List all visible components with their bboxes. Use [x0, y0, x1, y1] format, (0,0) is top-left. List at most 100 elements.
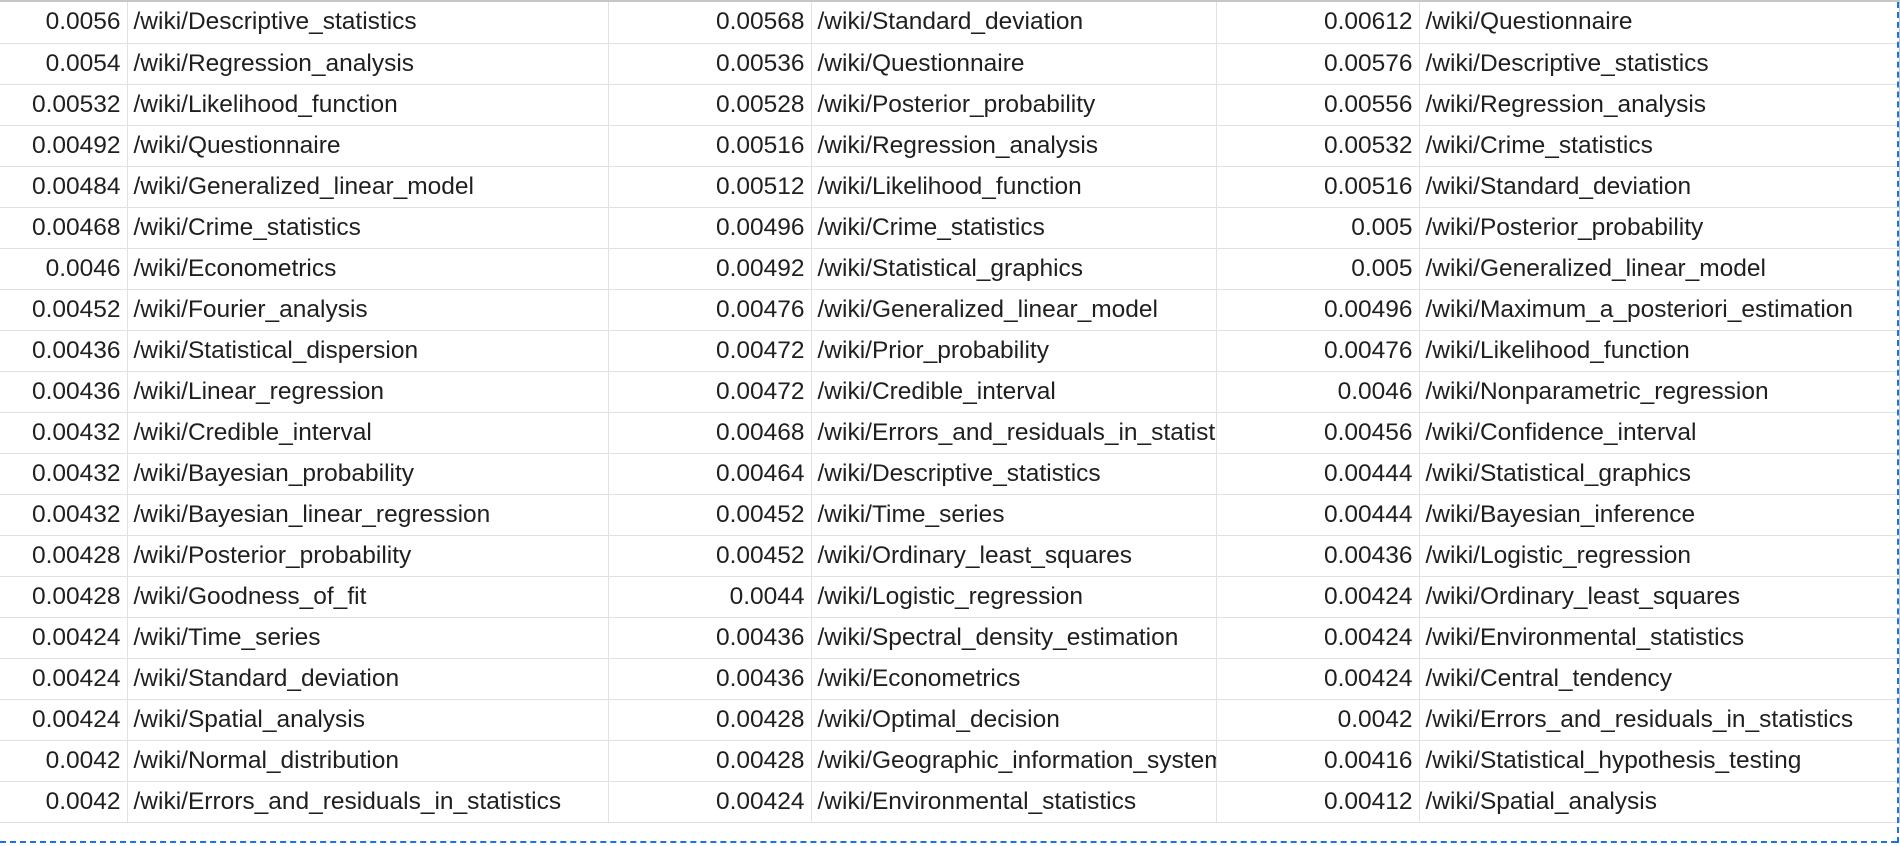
score-cell-col-c[interactable]: 0.00492: [608, 248, 812, 290]
url-cell-col-d[interactable]: /wiki/Standard_deviation: [811, 2, 1217, 44]
score-cell-col-c[interactable]: 0.00468: [608, 412, 812, 454]
url-cell-col-d[interactable]: /wiki/Posterior_probability: [811, 84, 1217, 126]
score-cell-col-a[interactable]: 0.0046: [0, 248, 128, 290]
url-cell-col-d[interactable]: /wiki/Optimal_decision: [811, 699, 1217, 741]
url-cell-col-f[interactable]: /wiki/Statistical_hypothesis_testing: [1419, 740, 1900, 782]
url-cell-col-b[interactable]: /wiki/Goodness_of_fit: [127, 576, 609, 618]
url-cell-col-f[interactable]: /wiki/Generalized_linear_model: [1419, 248, 1900, 290]
score-cell-col-c[interactable]: 0.0044: [608, 576, 812, 618]
score-cell-col-a[interactable]: 0.00532: [0, 84, 128, 126]
score-cell-col-c[interactable]: 0.00428: [608, 740, 812, 782]
url-cell-col-b[interactable]: /wiki/Statistical_dispersion: [127, 330, 609, 372]
url-cell-col-b[interactable]: /wiki/Regression_analysis: [127, 43, 609, 85]
url-cell-col-d[interactable]: /wiki/Errors_and_residuals_in_statistics: [811, 412, 1217, 454]
url-cell-col-b[interactable]: /wiki/Errors_and_residuals_in_statistics: [127, 781, 609, 823]
url-cell-col-b[interactable]: /wiki/Questionnaire: [127, 125, 609, 167]
url-cell-col-f[interactable]: /wiki/Bayesian_inference: [1419, 494, 1900, 536]
url-cell-col-d[interactable]: /wiki/Statistical_graphics: [811, 248, 1217, 290]
url-cell-col-b[interactable]: /wiki/Crime_statistics: [127, 207, 609, 249]
score-cell-col-e[interactable]: 0.00516: [1216, 166, 1420, 208]
url-cell-col-b[interactable]: /wiki/Likelihood_function: [127, 84, 609, 126]
score-cell-col-e[interactable]: 0.00424: [1216, 658, 1420, 700]
score-cell-col-c[interactable]: 0.00452: [608, 494, 812, 536]
score-cell-col-e[interactable]: 0.005: [1216, 248, 1420, 290]
score-cell-col-e[interactable]: 0.00456: [1216, 412, 1420, 454]
url-cell-col-f[interactable]: /wiki/Confidence_interval: [1419, 412, 1900, 454]
score-cell-col-e[interactable]: 0.00476: [1216, 330, 1420, 372]
url-cell-col-b[interactable]: /wiki/Bayesian_probability: [127, 453, 609, 495]
score-cell-col-a[interactable]: 0.00436: [0, 330, 128, 372]
score-cell-col-e[interactable]: 0.00532: [1216, 125, 1420, 167]
url-cell-col-f[interactable]: /wiki/Central_tendency: [1419, 658, 1900, 700]
score-cell-col-c[interactable]: 0.00476: [608, 289, 812, 331]
url-cell-col-d[interactable]: /wiki/Credible_interval: [811, 371, 1217, 413]
score-cell-col-c[interactable]: 0.00428: [608, 699, 812, 741]
url-cell-col-f[interactable]: /wiki/Environmental_statistics: [1419, 617, 1900, 659]
score-cell-col-e[interactable]: 0.00412: [1216, 781, 1420, 823]
score-cell-col-c[interactable]: 0.00472: [608, 330, 812, 372]
score-cell-col-a[interactable]: 0.00424: [0, 617, 128, 659]
score-cell-col-e[interactable]: 0.00444: [1216, 453, 1420, 495]
score-cell-col-c[interactable]: 0.00536: [608, 43, 812, 85]
url-cell-col-f[interactable]: /wiki/Standard_deviation: [1419, 166, 1900, 208]
score-cell-col-e[interactable]: 0.00424: [1216, 617, 1420, 659]
url-cell-col-f[interactable]: /wiki/Ordinary_least_squares: [1419, 576, 1900, 618]
score-cell-col-e[interactable]: 0.00612: [1216, 2, 1420, 44]
url-cell-col-b[interactable]: /wiki/Bayesian_linear_regression: [127, 494, 609, 536]
url-cell-col-f[interactable]: /wiki/Descriptive_statistics: [1419, 43, 1900, 85]
score-cell-col-a[interactable]: 0.00452: [0, 289, 128, 331]
url-cell-col-b[interactable]: /wiki/Fourier_analysis: [127, 289, 609, 331]
score-cell-col-e[interactable]: 0.0042: [1216, 699, 1420, 741]
url-cell-col-f[interactable]: /wiki/Maximum_a_posteriori_estimation: [1419, 289, 1900, 331]
score-cell-col-a[interactable]: 0.00428: [0, 576, 128, 618]
url-cell-col-d[interactable]: /wiki/Generalized_linear_model: [811, 289, 1217, 331]
score-cell-col-a[interactable]: 0.00428: [0, 535, 128, 577]
url-cell-col-f[interactable]: /wiki/Posterior_probability: [1419, 207, 1900, 249]
url-cell-col-b[interactable]: /wiki/Standard_deviation: [127, 658, 609, 700]
score-cell-col-a[interactable]: 0.00492: [0, 125, 128, 167]
url-cell-col-b[interactable]: /wiki/Spatial_analysis: [127, 699, 609, 741]
url-cell-col-f[interactable]: /wiki/Regression_analysis: [1419, 84, 1900, 126]
score-cell-col-c[interactable]: 0.00452: [608, 535, 812, 577]
score-cell-col-c[interactable]: 0.00436: [608, 658, 812, 700]
score-cell-col-a[interactable]: 0.00424: [0, 699, 128, 741]
url-cell-col-f[interactable]: /wiki/Likelihood_function: [1419, 330, 1900, 372]
score-cell-col-c[interactable]: 0.00568: [608, 2, 812, 44]
url-cell-col-d[interactable]: /wiki/Econometrics: [811, 658, 1217, 700]
url-cell-col-b[interactable]: /wiki/Posterior_probability: [127, 535, 609, 577]
url-cell-col-f[interactable]: /wiki/Spatial_analysis: [1419, 781, 1900, 823]
url-cell-col-f[interactable]: /wiki/Logistic_regression: [1419, 535, 1900, 577]
score-cell-col-a[interactable]: 0.00432: [0, 453, 128, 495]
score-cell-col-a[interactable]: 0.00432: [0, 412, 128, 454]
url-cell-col-b[interactable]: /wiki/Generalized_linear_model: [127, 166, 609, 208]
url-cell-col-f[interactable]: /wiki/Crime_statistics: [1419, 125, 1900, 167]
score-cell-col-a[interactable]: 0.0042: [0, 740, 128, 782]
url-cell-col-d[interactable]: /wiki/Environmental_statistics: [811, 781, 1217, 823]
url-cell-col-d[interactable]: /wiki/Time_series: [811, 494, 1217, 536]
score-cell-col-e[interactable]: 0.00556: [1216, 84, 1420, 126]
score-cell-col-e[interactable]: 0.00576: [1216, 43, 1420, 85]
url-cell-col-d[interactable]: /wiki/Questionnaire: [811, 43, 1217, 85]
score-cell-col-e[interactable]: 0.0046: [1216, 371, 1420, 413]
url-cell-col-d[interactable]: /wiki/Geographic_information_system: [811, 740, 1217, 782]
score-cell-col-a[interactable]: 0.00424: [0, 658, 128, 700]
url-cell-col-d[interactable]: /wiki/Prior_probability: [811, 330, 1217, 372]
url-cell-col-b[interactable]: /wiki/Time_series: [127, 617, 609, 659]
score-cell-col-c[interactable]: 0.00436: [608, 617, 812, 659]
score-cell-col-c[interactable]: 0.00464: [608, 453, 812, 495]
url-cell-col-d[interactable]: /wiki/Spectral_density_estimation: [811, 617, 1217, 659]
score-cell-col-c[interactable]: 0.00496: [608, 207, 812, 249]
url-cell-col-f[interactable]: /wiki/Nonparametric_regression: [1419, 371, 1900, 413]
score-cell-col-e[interactable]: 0.00436: [1216, 535, 1420, 577]
score-cell-col-c[interactable]: 0.00512: [608, 166, 812, 208]
score-cell-col-c[interactable]: 0.00528: [608, 84, 812, 126]
score-cell-col-c[interactable]: 0.00424: [608, 781, 812, 823]
url-cell-col-d[interactable]: /wiki/Likelihood_function: [811, 166, 1217, 208]
score-cell-col-a[interactable]: 0.0042: [0, 781, 128, 823]
url-cell-col-b[interactable]: /wiki/Descriptive_statistics: [127, 2, 609, 44]
url-cell-col-f[interactable]: /wiki/Questionnaire: [1419, 2, 1900, 44]
url-cell-col-d[interactable]: /wiki/Ordinary_least_squares: [811, 535, 1217, 577]
score-cell-col-e[interactable]: 0.005: [1216, 207, 1420, 249]
score-cell-col-a[interactable]: 0.00436: [0, 371, 128, 413]
score-cell-col-e[interactable]: 0.00416: [1216, 740, 1420, 782]
